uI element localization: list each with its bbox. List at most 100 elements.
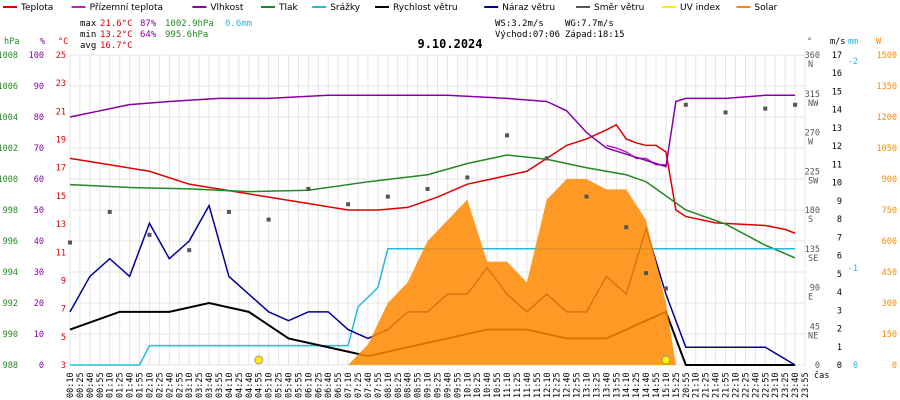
tick-time: 01:55 [136,372,146,398]
tick-time: 23:10 [771,372,781,398]
tick-hpa: 1002 [0,144,18,154]
tick-time: 10:55 [493,372,503,398]
tick-time: 10:10 [463,372,473,398]
tick-time: 08:10 [384,372,394,398]
tick-deg: 315 [805,90,820,100]
series-line-0 [69,123,796,234]
tick-time: 09:10 [424,372,434,398]
tick-time: 01:10 [106,372,116,398]
tick-hpa: 992 [3,299,18,309]
tick-time: 22:40 [751,372,761,398]
tick-ms: 7 [837,233,842,243]
tick-mm: -1 [848,264,858,274]
tick-time: 04:55 [255,372,265,398]
legend-label-6: Náraz větru [502,3,555,13]
tick-deg-dir: E [808,293,813,303]
tick-c: 5 [61,333,66,343]
tick-ms: 1 [837,343,842,353]
tick-time: 14:25 [632,372,642,398]
tick-w: 150 [882,330,897,340]
tick-time: 01:25 [116,372,126,398]
unit-ms: m/s [830,37,845,47]
tick-deg-dir: NE [808,331,818,341]
tick-c: 21 [56,107,66,117]
legend-label-2: Vlhkost [210,3,243,13]
tick-time: 23:40 [791,372,801,398]
tick-time: 03:55 [215,372,225,398]
tick-time: 12:40 [563,372,573,398]
stat-max_temp: 21.6°C [100,19,133,29]
tick-time: 11:40 [523,372,533,398]
legend: Teplota Přízemní teplota Vlhkost Tlak Srážky… [3,3,778,13]
tick-time: 05:55 [294,372,304,398]
tick-deg: 45 [810,322,820,332]
tick-deg: 0 [815,361,820,371]
stat-max_hum: 87% [140,19,157,29]
tick-ms: 9 [837,197,842,207]
stat-min_label: min [80,30,96,40]
legend-label-5: Rychlost větru [393,3,458,13]
tick-hpa: 1008 [0,51,18,61]
tick-pct: 40 [34,237,44,247]
tick-time: 09:25 [434,372,444,398]
tick-time: 21:25 [702,372,712,398]
unit-c: °C [58,37,68,47]
unit-hpa: hPa [4,37,19,47]
tick-c: 3 [61,361,66,371]
tick-time: 14:10 [622,372,632,398]
tick-time: 22:10 [731,372,741,398]
tick-time: 00:40 [86,372,96,398]
tick-c: 25 [56,51,66,61]
tick-deg-dir: SE [808,254,818,264]
wind-direction-point [68,240,72,245]
tick-ms: 3 [837,306,842,316]
tick-time: 08:40 [404,372,414,398]
tick-time: 12:55 [573,372,583,398]
tick-hpa: 990 [3,330,18,340]
axes: 1008100610041002100099899699499299098810… [0,37,897,398]
wind-direction-point [187,248,192,253]
tick-c: 13 [56,220,66,230]
tick-ms: 12 [832,142,842,152]
tick-time: 00:10 [66,372,76,398]
tick-c: 9 [61,276,66,286]
tick-time: 07:10 [344,372,354,398]
wind-direction-point [723,110,728,115]
tick-w: 0 [892,361,897,371]
tick-hpa: 994 [3,268,18,278]
tick-time: 14:40 [642,372,652,398]
tick-deg: 180 [805,206,820,216]
legend-label-7: Směr větru [594,3,644,13]
tick-deg-dir: W [808,138,814,148]
tick-deg: 360 [805,51,820,61]
tick-time: 23:55 [801,372,811,398]
stat-avg_label: avg [80,41,96,51]
legend-label-3: Tlak [278,3,299,13]
unit-time: čas [814,370,829,381]
unit-w: W [876,37,882,47]
stat-max_label: max [80,19,97,29]
tick-time: 11:10 [503,372,513,398]
tick-time: 13:10 [582,372,592,398]
tick-c: 15 [56,192,66,202]
tick-time: 06:10 [304,372,314,398]
tick-mm: -2 [848,57,858,67]
tick-time: 21:55 [722,372,732,398]
tick-time: 05:40 [285,372,295,398]
tick-time: 07:25 [354,372,364,398]
tick-time: 21:10 [692,372,702,398]
tick-time: 04:40 [245,372,255,398]
tick-deg-dir: N [808,60,813,70]
tick-ms: 11 [832,160,842,170]
unit-deg: ° [807,37,812,47]
tick-time: 08:55 [414,372,424,398]
series-line-4 [70,248,796,366]
stat-avg_temp: 16.7°C [100,41,133,51]
tick-c: 23 [56,79,66,89]
tick-w: 1500 [877,51,897,61]
tick-ms: 0 [837,361,842,371]
tick-pct: 70 [34,144,44,154]
tick-time: 09:40 [443,372,453,398]
tick-c: 19 [56,136,66,146]
tick-time: 09:55 [453,372,463,398]
